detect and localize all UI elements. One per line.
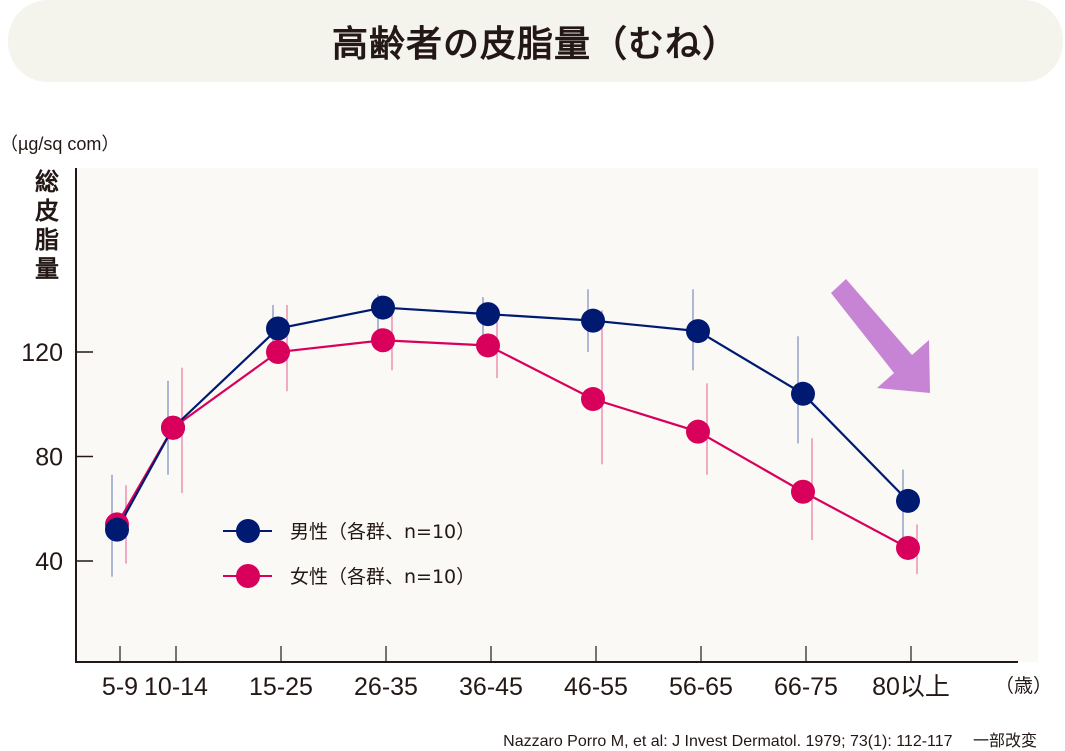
y-tick-label: 40 bbox=[35, 548, 63, 576]
legend-label: 男性（各群、n=10） bbox=[290, 521, 475, 543]
legend-marker bbox=[236, 519, 260, 543]
female-marker bbox=[371, 328, 395, 353]
y-tick-label: 120 bbox=[21, 339, 63, 367]
male-marker bbox=[686, 319, 710, 344]
x-tick-label: 26-35 bbox=[354, 673, 418, 701]
x-tick-label: 80以上 bbox=[872, 673, 950, 701]
down-arrow-icon bbox=[831, 279, 930, 393]
x-axis-labels: 5-9 10-14 15-25 26-35 36-45 46-55 56-65 66-75 80… bbox=[102, 673, 950, 701]
y-axis-label-char: 脂 bbox=[35, 226, 59, 254]
female-marker bbox=[266, 340, 290, 364]
legend-label: 女性（各群、n=10） bbox=[290, 566, 475, 588]
title-banner: 高齢者の皮脂量（むね） bbox=[8, 0, 1063, 82]
x-unit-label: （歳） bbox=[995, 675, 1052, 697]
female-marker bbox=[791, 479, 815, 504]
female-marker bbox=[476, 333, 500, 358]
female-marker bbox=[581, 387, 605, 412]
plot-area bbox=[77, 168, 1038, 662]
female-marker bbox=[161, 415, 185, 440]
x-tick-label: 15-25 bbox=[249, 673, 313, 701]
male-marker bbox=[371, 295, 395, 320]
male-marker bbox=[791, 381, 815, 406]
x-tick-label: 10-14 bbox=[144, 673, 208, 701]
citation: Nazzaro Porro M, et al: J Invest Dermato… bbox=[503, 733, 1037, 750]
chart-title: 高齢者の皮脂量（むね） bbox=[331, 24, 739, 65]
male-marker bbox=[896, 488, 920, 513]
male-marker bbox=[581, 308, 605, 333]
x-tick-label: 66-75 bbox=[774, 673, 838, 701]
male-marker bbox=[105, 517, 129, 542]
y-axis-label-char: 量 bbox=[35, 255, 59, 283]
x-tick-label: 46-55 bbox=[564, 673, 628, 701]
male-marker bbox=[476, 302, 500, 327]
x-tick-label: 56-65 bbox=[669, 673, 733, 701]
y-unit-label: （µg/sq com） bbox=[0, 134, 120, 154]
y-axis-label-char: 総 bbox=[35, 168, 59, 196]
legend-marker bbox=[236, 564, 260, 588]
y-axis-label: 総 皮 脂 量 bbox=[30, 168, 64, 284]
y-axis-tick-labels: 40 80 120 bbox=[21, 339, 63, 576]
axes bbox=[75, 168, 1018, 663]
male-marker bbox=[266, 316, 290, 341]
legend: 男性（各群、n=10） 女性（各群、n=10） bbox=[223, 519, 475, 588]
x-tick-label: 36-45 bbox=[459, 673, 523, 701]
female-marker bbox=[686, 419, 710, 444]
y-tick-label: 80 bbox=[35, 444, 63, 472]
female-marker bbox=[896, 535, 920, 560]
x-tick-label: 5-9 bbox=[102, 673, 138, 701]
y-axis-label-char: 皮 bbox=[35, 197, 59, 225]
series-markers bbox=[105, 295, 920, 560]
